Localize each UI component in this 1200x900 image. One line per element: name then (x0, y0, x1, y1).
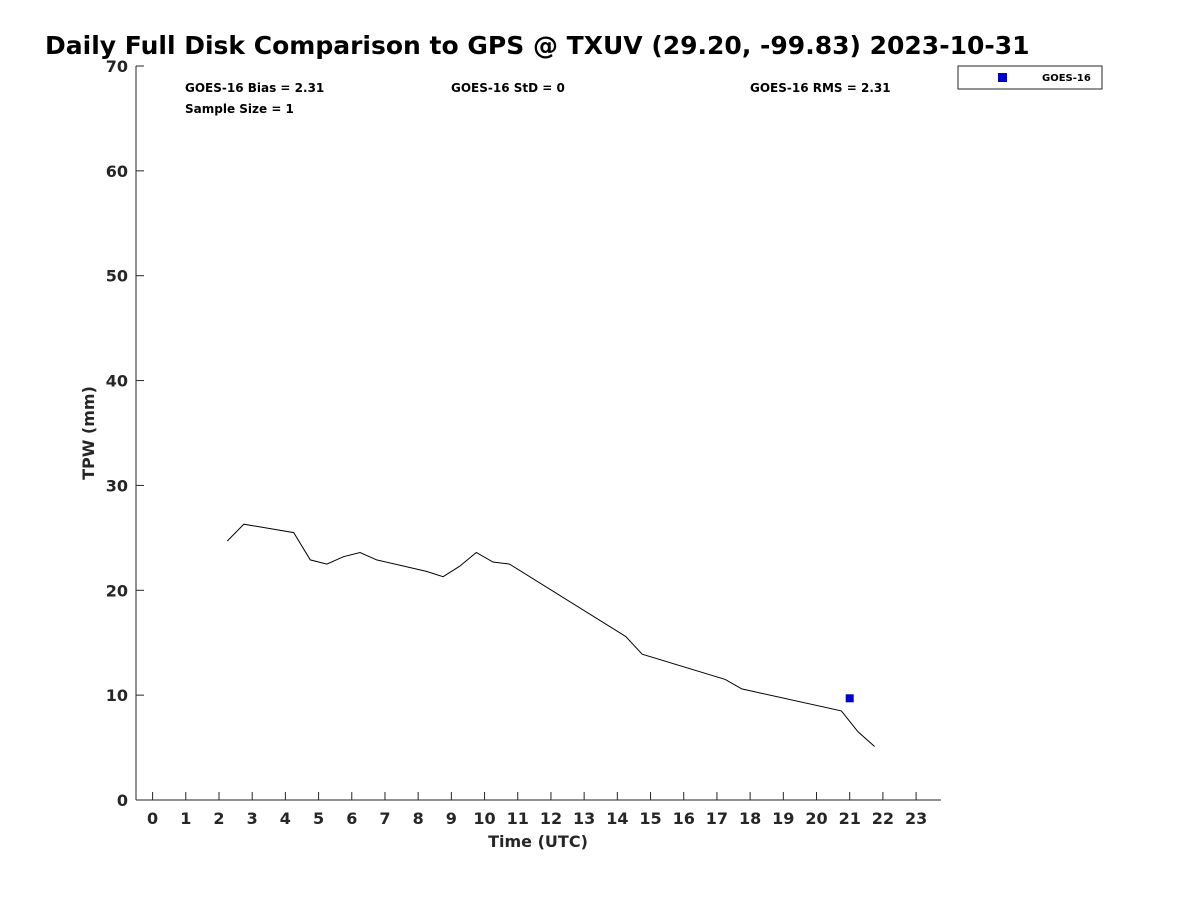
plot-axes (135, 66, 941, 801)
data-series (226, 523, 875, 747)
x-tick-label: 5 (313, 809, 324, 828)
x-tick-label: 10 (473, 809, 495, 828)
x-tick-label: 9 (446, 809, 457, 828)
legend-marker-goes16 (998, 73, 1007, 82)
y-tick-label: 40 (106, 372, 128, 391)
x-tick-label: 8 (413, 809, 424, 828)
y-axis-ticks: 0 10 20 30 40 50 60 70 (106, 57, 144, 810)
x-tick-label: 19 (772, 809, 794, 828)
x-tick-label: 15 (639, 809, 661, 828)
y-tick-label: 10 (106, 686, 128, 705)
y-tick-label: 0 (117, 791, 128, 810)
y-tick-label: 30 (106, 476, 128, 495)
x-axis-ticks: 0 1 2 3 4 5 6 7 8 9 10 11 12 13 14 15 16 17 18 19 20 21 22 23 (147, 792, 927, 828)
legend-box (957, 65, 1103, 90)
x-tick-label: 21 (839, 809, 861, 828)
x-tick-label: 22 (872, 809, 894, 828)
y-tick-label: 20 (106, 581, 128, 600)
x-tick-label: 14 (606, 809, 628, 828)
x-tick-label: 16 (673, 809, 695, 828)
x-tick-label: 17 (706, 809, 728, 828)
rms-stat: GOES-16 RMS = 2.31 (750, 81, 891, 95)
std-stat: GOES-16 StD = 0 (451, 81, 565, 95)
y-tick-label: 50 (106, 267, 128, 286)
x-tick-label: 23 (905, 809, 927, 828)
x-tick-label: 11 (507, 809, 529, 828)
x-tick-label: 3 (247, 809, 258, 828)
x-tick-label: 4 (280, 809, 291, 828)
x-tick-label: 0 (147, 809, 158, 828)
x-tick-label: 12 (540, 809, 562, 828)
chart-title: Daily Full Disk Comparison to GPS @ TXUV… (45, 31, 1030, 60)
gps-tpw-line (226, 523, 875, 747)
y-tick-label: 70 (106, 57, 128, 76)
y-axis-label: TPW (mm) (79, 386, 98, 480)
x-tick-label: 2 (213, 809, 224, 828)
sample-size-stat: Sample Size = 1 (185, 102, 294, 116)
bias-stat: GOES-16 Bias = 2.31 (185, 81, 324, 95)
x-tick-label: 1 (180, 809, 191, 828)
y-tick-label: 60 (106, 162, 128, 181)
x-axis-label: Time (UTC) (488, 832, 588, 851)
x-tick-label: 18 (739, 809, 761, 828)
goes16-point (845, 694, 854, 703)
x-tick-label: 6 (346, 809, 357, 828)
legend: GOES-16 (957, 65, 1103, 90)
x-tick-label: 20 (805, 809, 827, 828)
x-tick-label: 13 (573, 809, 595, 828)
x-tick-label: 7 (379, 809, 390, 828)
legend-label-goes16: GOES-16 (1042, 73, 1091, 84)
